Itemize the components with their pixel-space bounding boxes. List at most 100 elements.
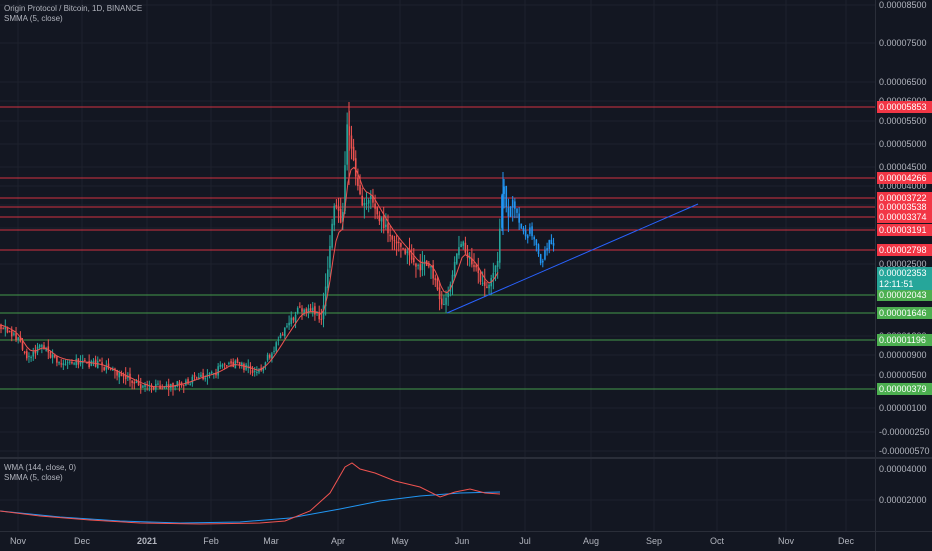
indicator-pane[interactable] — [0, 459, 875, 531]
candle-body — [118, 372, 121, 378]
price-tick-label: 0.00006500 — [879, 77, 927, 87]
candle-body — [382, 216, 385, 229]
candle-body — [223, 363, 226, 365]
candle-body — [79, 361, 82, 364]
candle-body — [342, 211, 344, 222]
symbol-title[interactable]: Origin Protocol / Bitcoin, 1D, BINANCE — [4, 4, 143, 13]
price-axis[interactable]: 0.000085000.000075000.000065000.00006000… — [875, 0, 932, 457]
candle-body — [400, 242, 402, 247]
candle-body — [402, 248, 404, 250]
candle-body — [273, 351, 275, 353]
candle-body — [38, 344, 41, 348]
price-tick-label: 0.00005000 — [879, 139, 927, 149]
candle-body — [318, 311, 320, 320]
candle-body — [288, 322, 290, 326]
candle-body — [281, 334, 284, 336]
candle-body — [473, 265, 475, 267]
pane-smma-legend[interactable]: SMMA (5, close) — [4, 473, 63, 482]
candle-body — [124, 375, 127, 380]
candle-body — [419, 264, 422, 271]
chart-legend: Origin Protocol / Bitcoin, 1D, BINANCE S… — [4, 4, 142, 24]
candle-body — [464, 242, 467, 253]
current-price-badge: 0.00002353 — [877, 267, 932, 279]
candle-body — [271, 353, 273, 359]
candle-body — [477, 267, 480, 274]
candle-body — [518, 213, 520, 223]
candle-body — [505, 185, 508, 208]
price-tick-label: 0.00004500 — [879, 162, 927, 172]
candle-body — [507, 207, 510, 217]
candle-body — [6, 327, 9, 333]
candle-body — [88, 361, 90, 368]
candle-body — [275, 342, 277, 351]
candle-body — [367, 200, 370, 204]
time-tick-label: Apr — [330, 536, 346, 546]
candle-body — [488, 284, 490, 289]
candle-body — [4, 326, 7, 330]
level-price-badge: 0.00001196 — [877, 334, 932, 346]
ascending-trendline — [446, 203, 699, 314]
candle-body — [66, 362, 69, 364]
level-price-badge: 0.00000379 — [877, 383, 932, 395]
candle-body — [361, 195, 363, 206]
candle-body — [200, 374, 202, 377]
candle-body — [524, 230, 527, 237]
indicator-chart[interactable] — [0, 459, 875, 531]
candle-body — [376, 207, 379, 215]
candle-body — [251, 370, 254, 373]
level-price-badge: 0.00004266 — [877, 172, 932, 184]
price-tick-label: 0.00008500 — [879, 0, 927, 10]
candle-body — [397, 241, 400, 243]
level-price-badge: 0.00002798 — [877, 244, 932, 256]
candle-body — [471, 258, 473, 265]
candle-body — [15, 333, 17, 341]
candle-body — [514, 201, 516, 209]
candle-body — [90, 361, 93, 366]
candle-body — [217, 366, 219, 376]
candle-body — [423, 261, 426, 264]
candle-body — [354, 158, 357, 177]
candle-body — [264, 362, 267, 367]
candle-body — [159, 385, 161, 390]
smma-legend[interactable]: SMMA (5, close) — [4, 14, 63, 23]
candle-body — [253, 370, 256, 372]
candle-body — [445, 297, 447, 305]
candle-body — [296, 307, 299, 314]
level-price-badge: 0.00003538 — [877, 201, 932, 213]
candle-body — [193, 375, 196, 377]
indicator-price-axis[interactable]: 0.00004000 0.00002000 — [875, 459, 932, 531]
candle-body — [443, 304, 445, 306]
candle-body — [266, 354, 269, 361]
countdown-badge: 12:11:51 — [877, 278, 932, 290]
candle-body — [374, 203, 376, 209]
candle-body — [526, 235, 529, 239]
candle-body — [335, 204, 338, 207]
candle-body — [481, 282, 484, 284]
candle-body — [475, 265, 477, 268]
wma-legend[interactable]: WMA (144, close, 0) — [4, 463, 77, 472]
candle-body — [501, 195, 503, 228]
main-chart-pane[interactable] — [0, 0, 875, 457]
pane-divider[interactable] — [0, 457, 932, 459]
time-tick-label: May — [391, 536, 409, 546]
candle-body — [303, 309, 305, 314]
candle-body — [219, 364, 222, 367]
candle-body — [290, 317, 293, 324]
candle-body — [365, 203, 368, 205]
price-chart[interactable] — [0, 0, 875, 457]
candle-body — [215, 372, 217, 376]
candle-body — [10, 330, 13, 337]
candle-body — [546, 248, 548, 251]
candle-body — [221, 364, 224, 367]
candle-body — [277, 339, 280, 341]
candle-body — [107, 363, 110, 369]
candle-body — [230, 361, 232, 364]
candle-body — [152, 386, 155, 390]
candle-body — [438, 287, 441, 300]
candle-body — [307, 308, 310, 314]
candle-body — [238, 362, 241, 366]
indicator-tick-label: 0.00004000 — [879, 464, 927, 474]
time-axis[interactable]: Nov Dec 2021 Feb Mar Apr May Jun Jul Aug Sep Oct Nov… — [0, 531, 875, 551]
candle-body — [172, 382, 174, 388]
pane-smma-line — [0, 462, 501, 525]
